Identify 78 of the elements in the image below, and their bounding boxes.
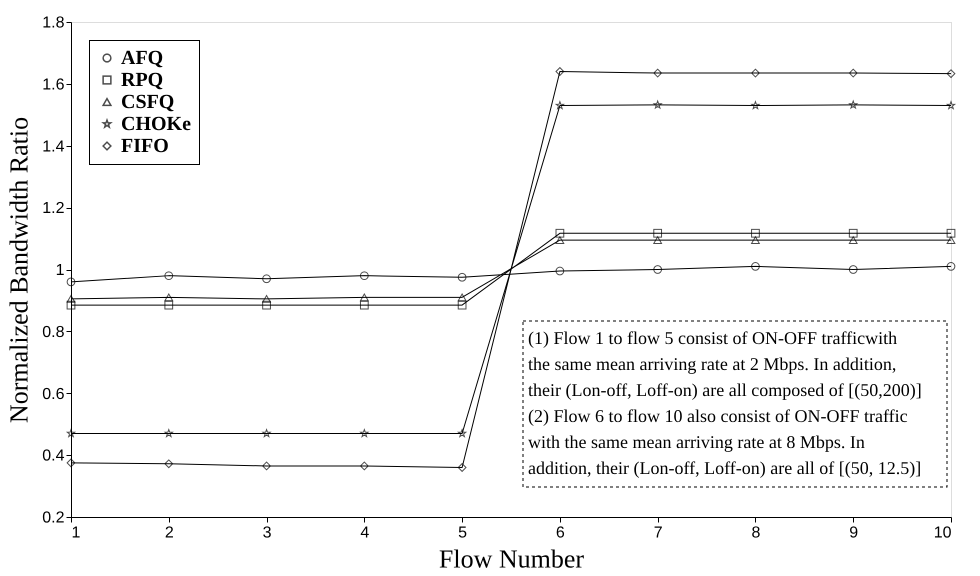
legend-label: CSFQ	[121, 91, 174, 113]
y-tick-label: 0.2	[42, 510, 65, 526]
legend-label: CHOKe	[121, 113, 192, 135]
x-tick-label: 9	[849, 524, 858, 542]
point	[164, 271, 174, 280]
point	[262, 429, 271, 438]
y-tick-label: 1.2	[42, 200, 65, 218]
point	[360, 462, 369, 470]
point	[946, 101, 956, 110]
point	[164, 300, 174, 310]
point	[751, 262, 760, 271]
point	[458, 429, 466, 438]
point	[66, 278, 76, 286]
y-tick-label: 0.4	[42, 448, 65, 465]
point	[848, 236, 858, 244]
point	[946, 262, 956, 271]
point	[66, 458, 76, 468]
legend-label: FIFO	[121, 135, 169, 157]
point	[556, 236, 564, 244]
x-axis-title: Flow Number	[438, 544, 584, 574]
point	[66, 300, 76, 310]
point	[360, 429, 369, 438]
point	[751, 68, 760, 78]
point	[946, 69, 956, 78]
point	[360, 293, 369, 302]
x-tick-label: 1	[72, 524, 80, 542]
y-tick-label: 0.6	[42, 386, 65, 403]
point	[262, 300, 271, 310]
point	[849, 100, 858, 109]
point	[66, 429, 76, 438]
point	[262, 274, 271, 284]
y-tick-label: 1.4	[42, 138, 65, 156]
annotation: (2) Flow 6 to flow 10 also consist of ON-OFF traffic with the same mean arriving rate at 8 Mbps. In addition, their (Lon-off, Loff-on) are all of [(50, 12.5)]	[528, 406, 922, 478]
point	[653, 228, 662, 238]
point	[458, 463, 466, 472]
point	[556, 228, 564, 238]
point	[556, 266, 564, 276]
point	[360, 300, 369, 310]
point	[458, 293, 466, 302]
point	[946, 228, 956, 238]
point	[262, 462, 271, 470]
point	[653, 100, 662, 109]
x-tick-label: 8	[751, 524, 760, 542]
x-tick-label: 10	[934, 524, 952, 542]
point	[262, 295, 271, 303]
x-tick-label: 5	[458, 524, 468, 542]
point	[751, 236, 760, 244]
point	[848, 68, 858, 78]
point	[751, 228, 760, 238]
point	[946, 236, 956, 244]
annotation: (1) Flow 1 to flow 5 consist of ON-OFF trafficwith the same mean arriving rate at 2 Mbps. In addition, their (Lon-off, Loff-on) are all composed of [(50,200)]	[528, 328, 922, 400]
y-tick-label: 1	[56, 262, 65, 279]
legend-label: RPQ	[121, 69, 164, 91]
point	[653, 236, 662, 244]
x-tick-label: 3	[262, 524, 272, 542]
point	[848, 228, 858, 238]
point	[458, 272, 466, 282]
point	[164, 293, 174, 302]
point	[653, 265, 662, 274]
point	[556, 67, 564, 76]
point	[458, 300, 466, 310]
y-axis-title: Normalized Bandwidth Ratio	[4, 116, 34, 424]
point	[556, 101, 564, 110]
point	[66, 295, 76, 303]
legend-label: AFQ	[121, 47, 164, 69]
y-tick-label: 0.8	[42, 324, 65, 341]
x-tick-label: 2	[164, 524, 174, 542]
point	[164, 429, 173, 438]
y-tick-label: 1.6	[42, 76, 65, 94]
point	[164, 459, 174, 468]
x-tick-label: 4	[360, 524, 370, 542]
point	[848, 265, 858, 274]
x-tick-label: 7	[654, 524, 663, 542]
point	[653, 68, 662, 78]
point	[360, 271, 369, 280]
x-tick-label: 6	[556, 524, 565, 542]
point	[751, 101, 760, 110]
y-tick-label: 1.8	[42, 14, 65, 32]
